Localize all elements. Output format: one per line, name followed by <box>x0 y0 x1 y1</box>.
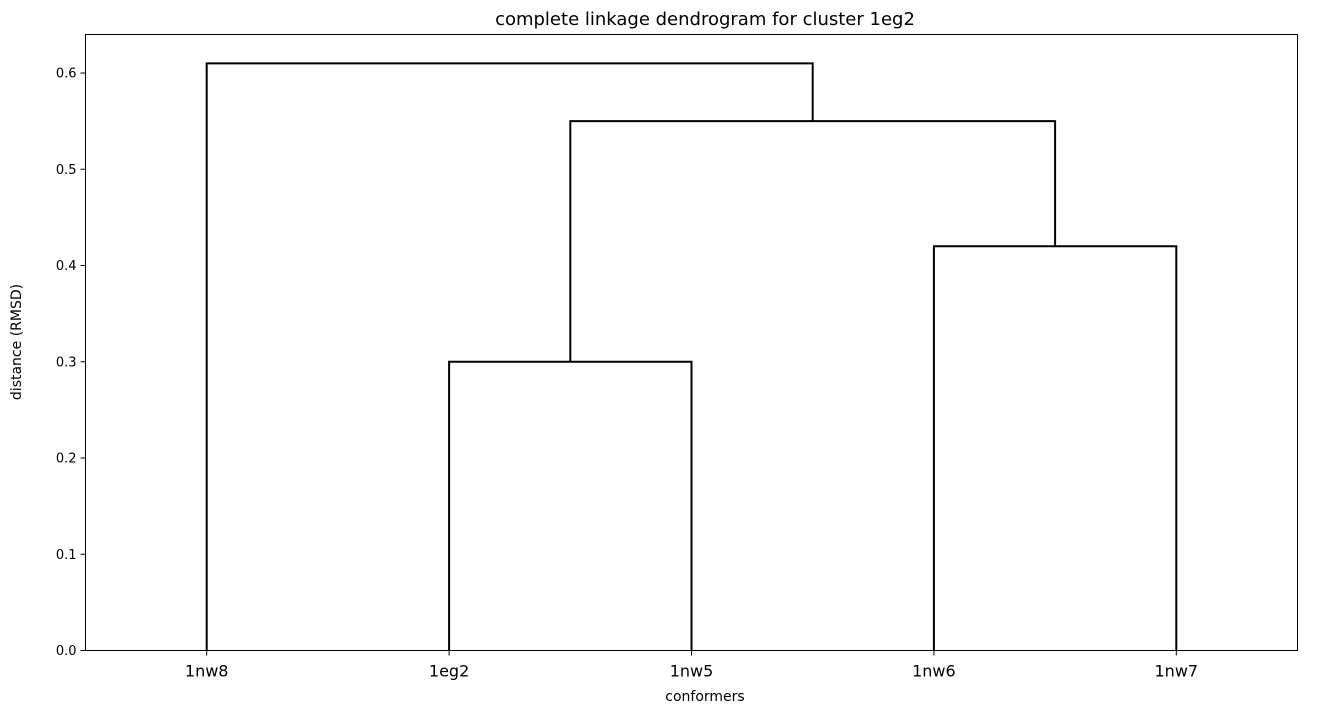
dendrogram-link-1 <box>448 360 693 651</box>
y-axis: 0.0 0.1 0.2 0.3 0.4 0.5 0.6 <box>56 67 86 659</box>
leaf-label-1nw8: 1nw8 <box>185 662 229 681</box>
dendrogram-link-4 <box>205 62 814 651</box>
y-tick-label: 0.4 <box>56 259 77 274</box>
y-tick-label: 0.0 <box>56 644 77 659</box>
x-axis-label: conformers <box>665 689 744 705</box>
x-axis: 1nw8 1eg2 1nw5 1nw6 1nw7 <box>185 650 1199 681</box>
dendrogram-links <box>205 62 1178 651</box>
y-axis-label: distance (RMSD) <box>9 284 25 400</box>
leaf-label-1nw5: 1nw5 <box>670 662 714 681</box>
y-tick-label: 0.6 <box>56 67 77 82</box>
y-tick-label: 0.1 <box>56 548 77 563</box>
y-tick-label: 0.3 <box>56 355 77 370</box>
chart-title: complete linkage dendrogram for cluster … <box>495 9 915 30</box>
dendrogram-link-3 <box>569 120 1057 362</box>
y-tick-label: 0.2 <box>56 452 77 467</box>
y-tick-label: 0.5 <box>56 163 77 178</box>
dendrogram-link-2 <box>932 245 1178 651</box>
leaf-label-1nw7: 1nw7 <box>1155 662 1199 681</box>
leaf-label-1eg2: 1eg2 <box>429 662 469 681</box>
leaf-label-1nw6: 1nw6 <box>912 662 956 681</box>
